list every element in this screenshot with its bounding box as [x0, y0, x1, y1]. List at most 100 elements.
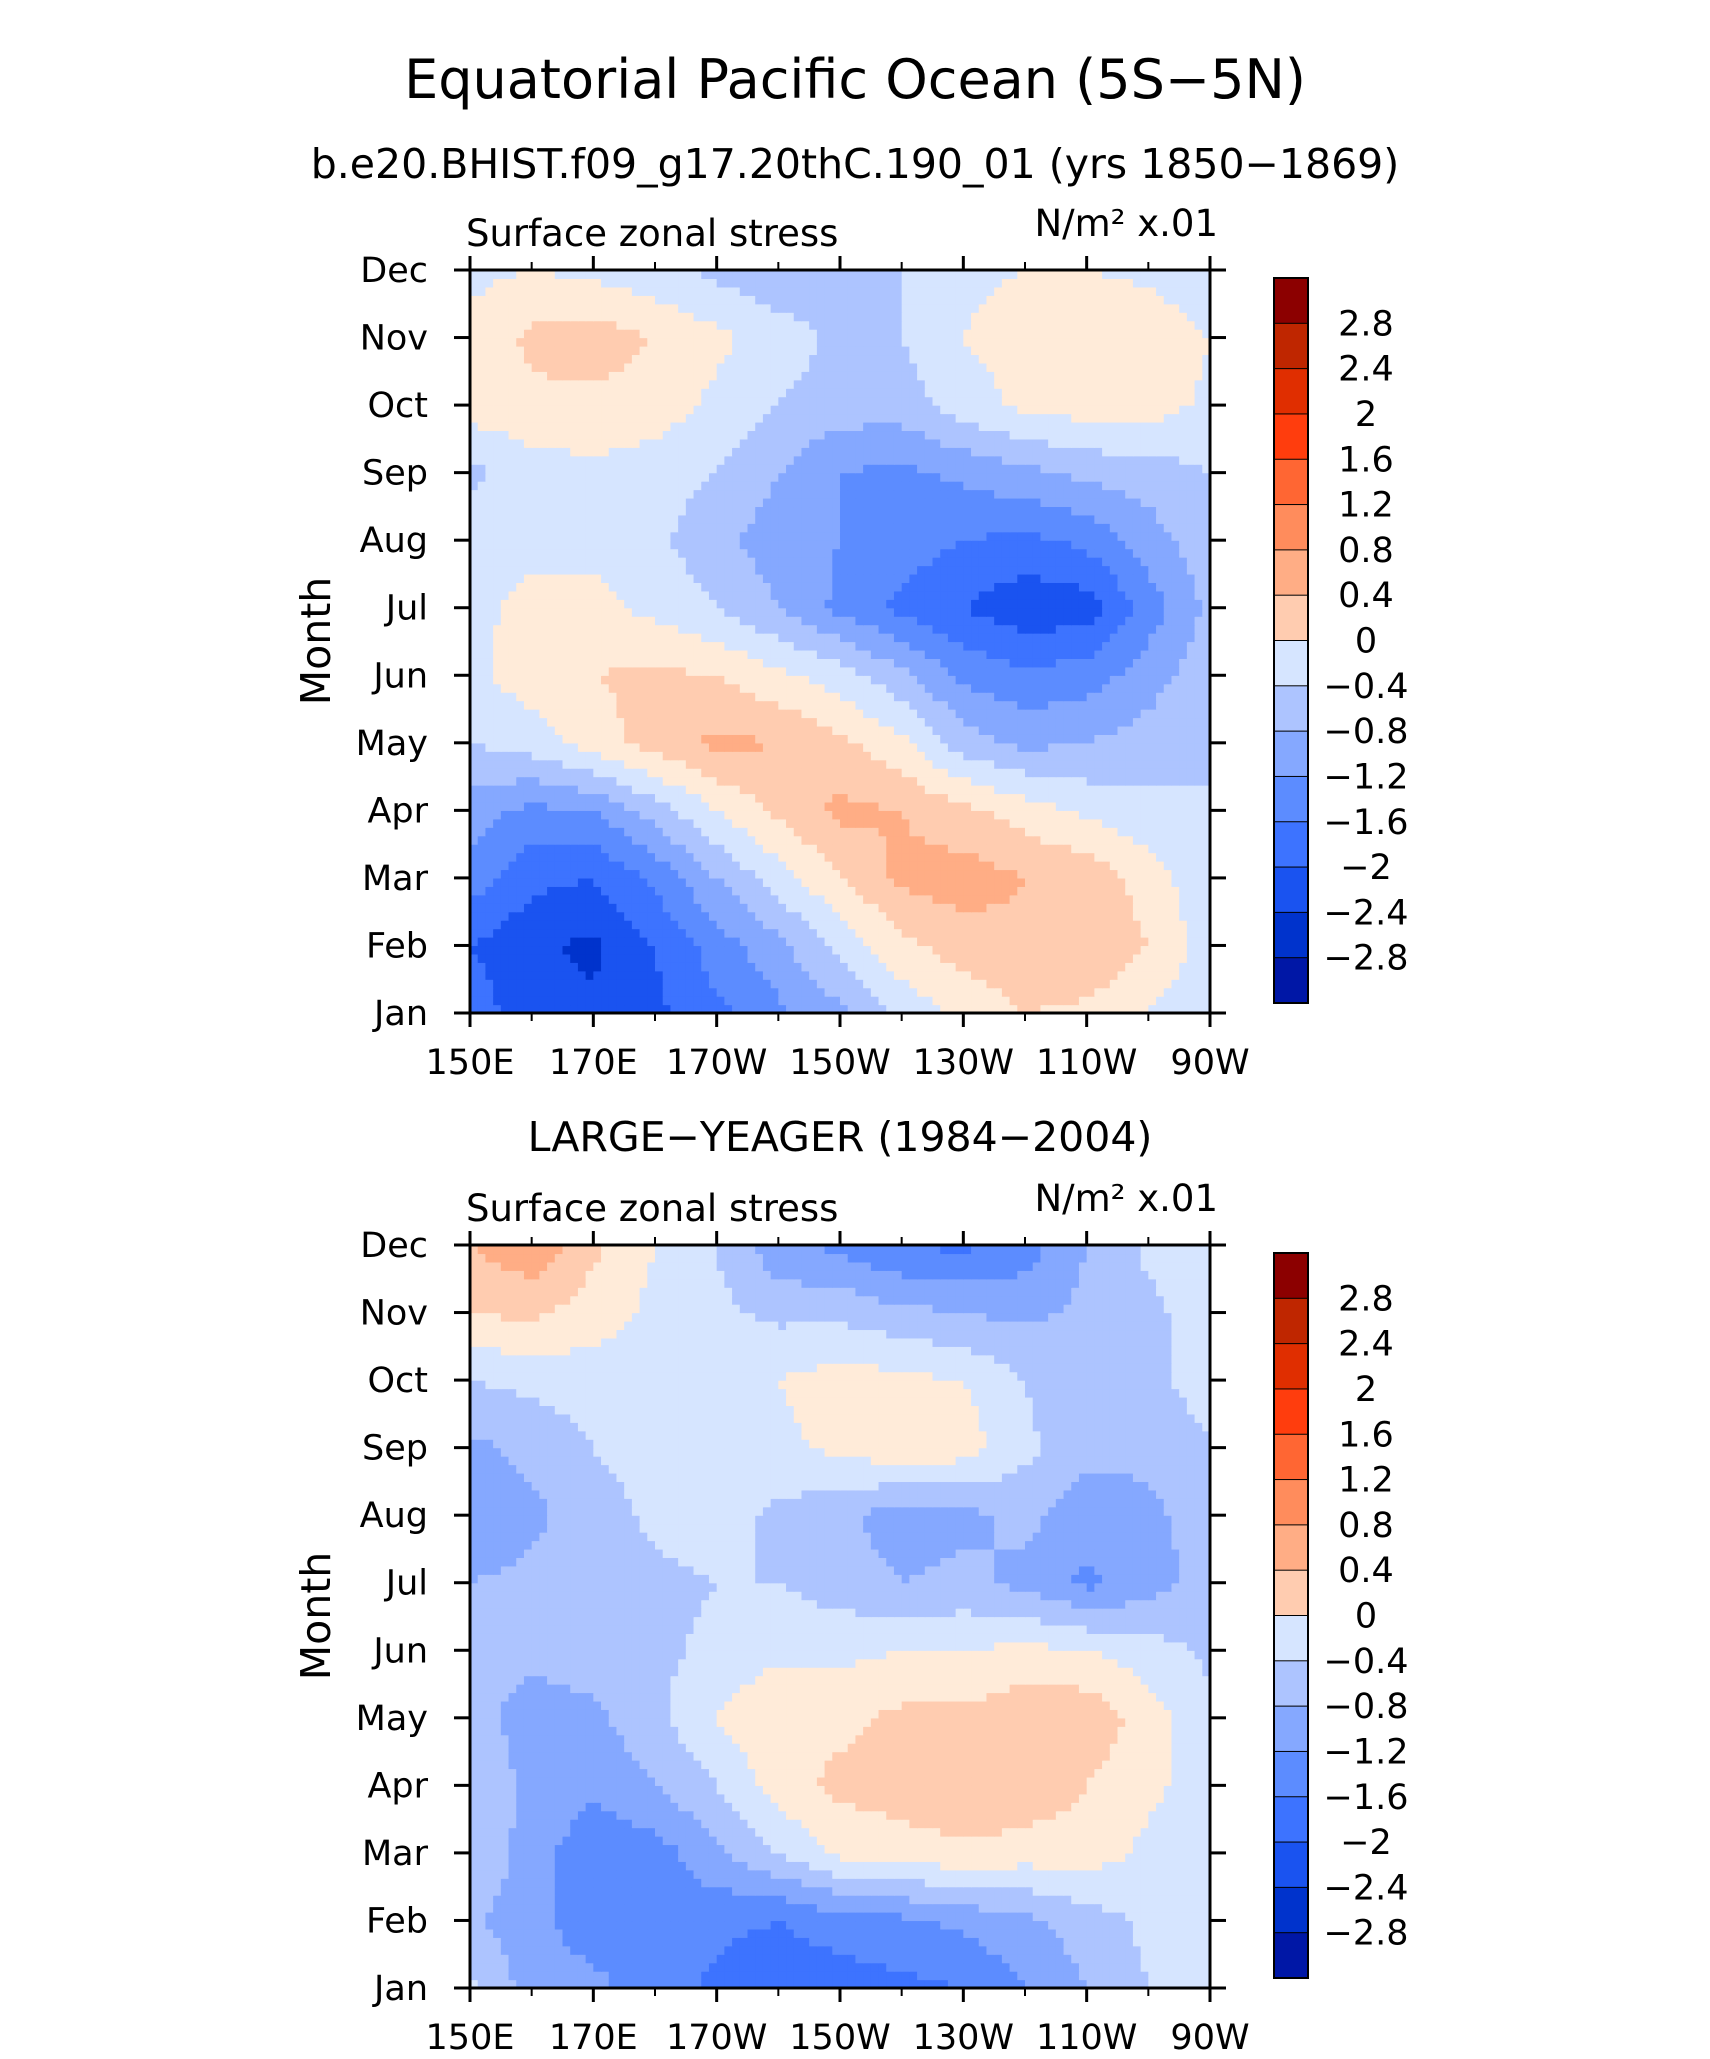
- heatmap-cell: [1048, 945, 1057, 955]
- heatmap-cell: [832, 590, 841, 600]
- heatmap-cell: [608, 818, 618, 828]
- heatmap-cell: [824, 776, 833, 786]
- heatmap-cell: [1102, 877, 1111, 887]
- heatmap-cell: [793, 683, 803, 693]
- heatmap-cell: [1017, 962, 1026, 972]
- heatmap-cell: [816, 928, 826, 938]
- heatmap-cell: [1156, 877, 1165, 887]
- heatmap-cell: [670, 742, 679, 752]
- heatmap-cell: [708, 911, 718, 921]
- heatmap-cell: [655, 945, 664, 955]
- heatmap-cell: [963, 793, 972, 803]
- heatmap-cell: [940, 996, 949, 1006]
- heatmap-cell: [716, 616, 725, 626]
- heatmap-cell: [1025, 683, 1034, 693]
- heatmap-cell: [955, 937, 964, 947]
- heatmap-cell: [978, 734, 988, 744]
- heatmap-cell: [947, 810, 957, 820]
- heatmap-cell: [523, 624, 533, 634]
- heatmap-cell: [500, 894, 510, 904]
- heatmap-cell: [940, 734, 949, 744]
- heatmap-cell: [639, 624, 648, 634]
- heatmap-cell: [1048, 641, 1057, 651]
- heatmap-cell: [947, 801, 957, 811]
- heatmap-cell: [847, 768, 857, 778]
- heatmap-cell: [1202, 658, 1210, 668]
- heatmap-cell: [816, 979, 826, 989]
- heatmap-cell: [732, 751, 741, 761]
- heatmap-cell: [1117, 801, 1126, 811]
- heatmap-cell: [1179, 700, 1188, 710]
- heatmap-cell: [1156, 666, 1165, 676]
- heatmap-cell: [863, 970, 872, 980]
- heatmap-cell: [801, 827, 810, 837]
- heatmap-cell: [755, 709, 764, 719]
- heatmap-cell: [508, 987, 517, 997]
- heatmap-cell: [1194, 928, 1203, 938]
- heatmap-cell: [1156, 675, 1165, 685]
- heatmap-cell: [793, 979, 803, 989]
- heatmap-cell: [562, 599, 571, 609]
- heatmap-cell: [840, 658, 849, 668]
- heatmap-cell: [793, 810, 803, 820]
- heatmap-cell: [809, 717, 818, 727]
- heatmap-cell: [909, 709, 918, 719]
- heatmap-cell: [608, 692, 618, 702]
- heatmap-cell: [1032, 624, 1042, 634]
- heatmap-cell: [1032, 869, 1042, 879]
- heatmap-cell: [832, 920, 841, 930]
- heatmap-cell: [639, 582, 648, 592]
- heatmap-cell: [701, 953, 710, 963]
- heatmap-cell: [1194, 894, 1203, 904]
- heatmap-cell: [940, 861, 949, 871]
- heatmap-cell: [1094, 801, 1103, 811]
- heatmap-cell: [1140, 683, 1149, 693]
- heatmap-cell: [747, 920, 756, 930]
- heatmap-cell: [678, 582, 687, 592]
- heatmap-cell: [886, 734, 895, 744]
- heatmap-cell: [539, 844, 548, 854]
- heatmap-cell: [770, 666, 779, 676]
- heatmap-cell: [947, 953, 957, 963]
- heatmap-cell: [732, 886, 741, 896]
- heatmap-cell: [624, 945, 633, 955]
- heatmap-cell: [1109, 937, 1119, 947]
- heatmap-cell: [523, 649, 533, 659]
- heatmap-cell: [685, 945, 695, 955]
- heatmap-cell: [924, 793, 934, 803]
- heatmap-cell: [824, 590, 833, 600]
- heatmap-cell: [1194, 742, 1203, 752]
- heatmap-cell: [601, 953, 610, 963]
- heatmap-cell: [924, 920, 934, 930]
- heatmap-cell: [485, 869, 494, 879]
- heatmap-cell: [508, 624, 517, 634]
- heatmap-cell: [955, 987, 964, 997]
- heatmap-cell: [963, 666, 972, 676]
- heatmap-cell: [678, 709, 687, 719]
- heatmap-cell: [863, 624, 872, 634]
- heatmap-cell: [809, 658, 818, 668]
- heatmap-cell: [809, 666, 818, 676]
- heatmap-cell: [1001, 624, 1011, 634]
- heatmap-cell: [978, 725, 988, 735]
- heatmap-cell: [477, 970, 487, 980]
- heatmap-cell: [1202, 633, 1210, 643]
- heatmap-cell: [1117, 894, 1126, 904]
- heatmap-cell: [1017, 810, 1026, 820]
- heatmap-cell: [639, 810, 648, 820]
- heatmap-cell: [1156, 742, 1165, 752]
- heatmap-cell: [809, 582, 818, 592]
- heatmap-cell: [500, 624, 510, 634]
- heatmap-cell: [1125, 970, 1134, 980]
- heatmap-cell: [762, 810, 772, 820]
- heatmap-cell: [786, 675, 795, 685]
- heatmap-cell: [840, 641, 849, 651]
- heatmap-cell: [693, 759, 702, 769]
- heatmap-cell: [909, 692, 918, 702]
- heatmap-cell: [516, 700, 525, 710]
- heatmap-cell: [786, 793, 795, 803]
- heatmap-cell: [1009, 962, 1018, 972]
- heatmap-cell: [1009, 759, 1018, 769]
- heatmap-cell: [547, 945, 556, 955]
- heatmap-cell: [570, 937, 579, 947]
